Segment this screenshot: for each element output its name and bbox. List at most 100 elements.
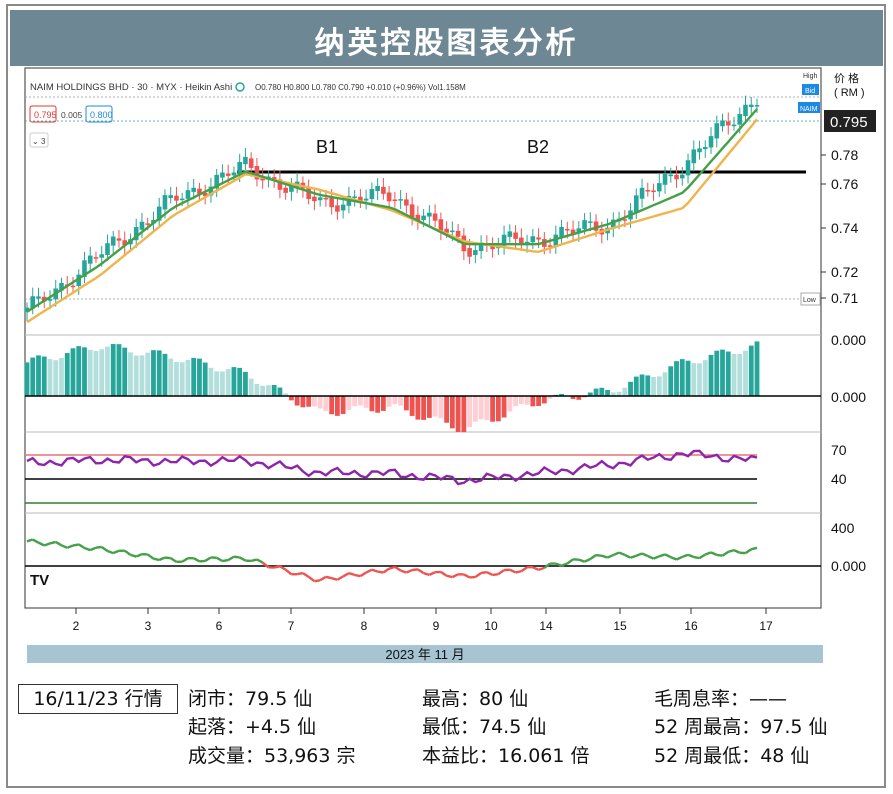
candle-body xyxy=(93,257,99,259)
macd-bar xyxy=(208,367,214,396)
macd-tick-upper: 0.000 xyxy=(831,332,866,348)
osc-segment xyxy=(497,569,505,576)
candle-body xyxy=(737,113,743,125)
macd-bar xyxy=(323,396,329,411)
osc-segment xyxy=(486,571,494,576)
osc-segment xyxy=(693,555,700,560)
osc-segment xyxy=(365,568,373,574)
macd-bar xyxy=(426,396,432,418)
macd-bar xyxy=(754,341,760,396)
osc-segment xyxy=(440,570,448,577)
macd-bar xyxy=(248,378,254,396)
macd-bar xyxy=(352,396,358,407)
macd-bar xyxy=(151,350,156,396)
macd-histogram xyxy=(24,341,760,433)
high-tag: High xyxy=(803,73,818,80)
macd-bar xyxy=(260,385,266,396)
osc-segment xyxy=(342,572,350,578)
x-axis-caption: 2023 年 11 月 xyxy=(385,647,464,662)
macd-bar xyxy=(616,391,622,396)
macd-bar xyxy=(547,396,553,399)
macd-bar xyxy=(737,354,743,396)
osc-segment xyxy=(727,548,735,554)
bid-box[interactable] xyxy=(29,105,57,123)
macd-bar xyxy=(679,359,685,396)
osc-segment xyxy=(371,568,379,573)
macd-bar xyxy=(467,396,472,428)
macd-bar xyxy=(513,396,518,407)
candle-body xyxy=(70,285,76,288)
osc-segment xyxy=(595,553,602,557)
osc-segment xyxy=(451,573,459,579)
candle-body xyxy=(565,228,570,231)
macd-bar xyxy=(478,396,484,420)
candle-body xyxy=(162,195,168,210)
osc-segment xyxy=(239,556,246,562)
macd-bar xyxy=(363,396,369,408)
macd-bar xyxy=(421,396,427,420)
macd-bar xyxy=(507,396,513,412)
label-b2: B2 xyxy=(527,137,549,157)
candle-body xyxy=(622,219,628,221)
quote-date: 16/11/23 行情 xyxy=(18,684,178,714)
x-tick-label-9: 9 xyxy=(433,619,440,633)
osc-segment xyxy=(66,544,74,549)
candle-body xyxy=(197,188,202,194)
macd-bar xyxy=(386,396,392,407)
x-tick-label-14: 14 xyxy=(539,619,553,633)
candle-body xyxy=(685,160,691,176)
osc-segment xyxy=(607,553,614,559)
osc-segment xyxy=(164,556,171,560)
price-tick-0.76: 0.76 xyxy=(831,176,858,192)
macd-bar xyxy=(220,371,225,396)
macd-bar xyxy=(409,396,415,416)
osc-segment xyxy=(578,558,585,563)
osc-segment xyxy=(681,553,689,559)
osc-segment xyxy=(704,551,712,556)
macd-bar xyxy=(191,357,197,396)
candle-body xyxy=(697,148,702,153)
candle-body xyxy=(99,254,105,258)
macd-bar xyxy=(294,396,300,406)
last-price-box xyxy=(824,110,876,132)
osc-segment xyxy=(532,566,540,571)
macd-bar xyxy=(605,390,610,396)
macd-tick-zero: 0.000 xyxy=(831,389,866,405)
candle-body xyxy=(363,198,369,201)
osc-segment xyxy=(146,553,155,560)
ohlc-readout: O0.780 H0.800 L0.780 C0.790 +0.010 (+0.9… xyxy=(255,83,466,92)
macd-bar xyxy=(714,350,720,396)
osc-segment xyxy=(555,562,562,567)
candle-body xyxy=(237,161,242,174)
osc-segment xyxy=(417,568,425,575)
macd-bar xyxy=(289,396,294,401)
macd-bar xyxy=(524,396,530,405)
osc-segment xyxy=(37,541,45,547)
osc-segment xyxy=(377,570,384,574)
osc-segment xyxy=(193,557,201,563)
candle-body xyxy=(243,156,248,165)
candle-body xyxy=(559,226,564,237)
candle-body xyxy=(76,274,82,286)
macd-bar xyxy=(87,349,93,396)
osc-segment xyxy=(284,568,293,576)
macd-bar xyxy=(334,396,340,416)
collapse-toggle[interactable] xyxy=(29,132,49,148)
ask-box[interactable] xyxy=(85,105,113,123)
ma-slow-line xyxy=(26,118,758,324)
osc-segment xyxy=(601,554,608,559)
macd-bar xyxy=(93,350,99,396)
x-tick-label-17: 17 xyxy=(759,619,773,633)
osc-tick-400: 400 xyxy=(831,520,855,536)
macd-bar xyxy=(702,360,708,396)
macd-bar xyxy=(53,360,59,396)
candle-body xyxy=(720,120,725,127)
ask-value: 0.800 xyxy=(90,110,113,120)
candle-body xyxy=(329,198,334,208)
banner-title: 纳英控股图表分析 xyxy=(314,26,579,61)
candle-body xyxy=(369,189,375,200)
macd-bar xyxy=(179,362,185,396)
candle-body xyxy=(651,190,656,193)
macd-bar xyxy=(518,396,524,404)
candle-body xyxy=(467,248,472,257)
